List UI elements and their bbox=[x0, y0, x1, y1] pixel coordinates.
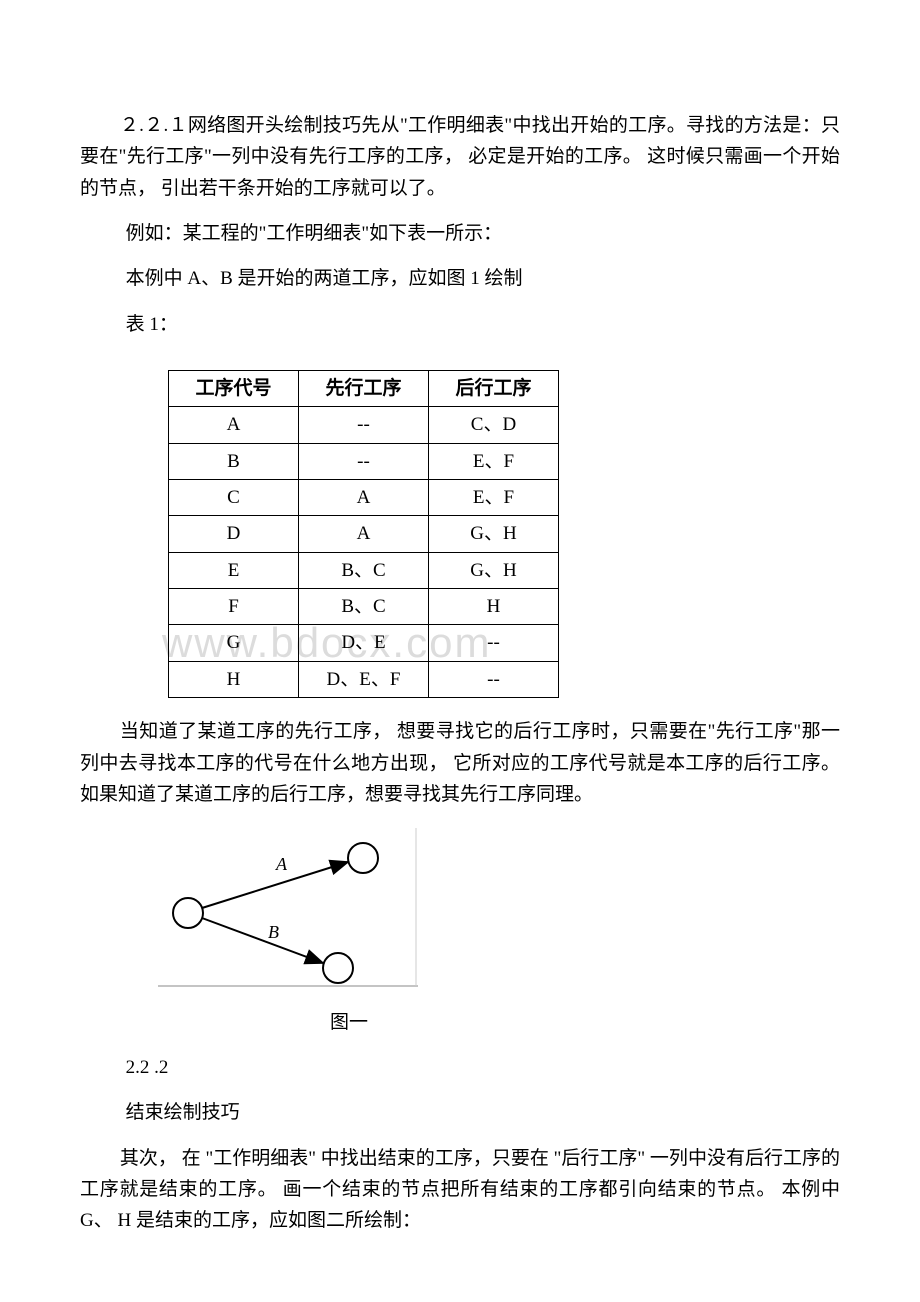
cell: E、F bbox=[429, 480, 559, 516]
table-row: C A E、F bbox=[169, 480, 559, 516]
table-row: H D、E、F -- bbox=[169, 661, 559, 697]
cell: B bbox=[169, 443, 299, 479]
network-diagram-icon: A B bbox=[158, 828, 418, 988]
process-table: 工序代号 先行工序 后行工序 A -- C、D B -- E、F C bbox=[168, 370, 559, 698]
figure-1: A B bbox=[158, 828, 840, 998]
paragraph-6: 2.2 .2 bbox=[80, 1052, 840, 1083]
table-row: A -- C、D bbox=[169, 407, 559, 443]
th-pred: 先行工序 bbox=[299, 371, 429, 407]
table-row: G D、E -- bbox=[169, 625, 559, 661]
cell: G bbox=[169, 625, 299, 661]
cell: D、E、F bbox=[299, 661, 429, 697]
cell: B、C bbox=[299, 552, 429, 588]
cell: -- bbox=[429, 661, 559, 697]
paragraph-4: 表 1： bbox=[80, 309, 840, 340]
cell: E、F bbox=[429, 443, 559, 479]
cell: A bbox=[299, 516, 429, 552]
paragraph-5: 当知道了某道工序的先行工序， 想要寻找它的后行工序时，只需要在"先行工序"那一列… bbox=[80, 716, 840, 810]
cell: A bbox=[299, 480, 429, 516]
cell: E bbox=[169, 552, 299, 588]
cell: B、C bbox=[299, 589, 429, 625]
edge-label-b: B bbox=[268, 922, 279, 942]
cell: C bbox=[169, 480, 299, 516]
cell: F bbox=[169, 589, 299, 625]
th-succ: 后行工序 bbox=[429, 371, 559, 407]
edge-label-a: A bbox=[275, 854, 288, 874]
cell: -- bbox=[299, 407, 429, 443]
table-row: D A G、H bbox=[169, 516, 559, 552]
cell: G、H bbox=[429, 552, 559, 588]
paragraph-3: 本例中 A、B 是开始的两道工序，应如图 1 绘制 bbox=[80, 263, 840, 294]
table-1-wrap: 工序代号 先行工序 后行工序 A -- C、D B -- E、F C bbox=[168, 370, 840, 698]
document-content: ２.２.１网络图开头绘制技巧先从"工作明细表"中找出开始的工序。寻找的方法是：只… bbox=[80, 110, 840, 1237]
cell: H bbox=[169, 661, 299, 697]
table-row: B -- E、F bbox=[169, 443, 559, 479]
paragraph-2: 例如：某工程的"工作明细表"如下表一所示： bbox=[80, 218, 840, 249]
table-row: E B、C G、H bbox=[169, 552, 559, 588]
cell: -- bbox=[429, 625, 559, 661]
figure-1-caption: 图一 bbox=[330, 1007, 840, 1038]
cell: D bbox=[169, 516, 299, 552]
table-row: F B、C H bbox=[169, 589, 559, 625]
th-code: 工序代号 bbox=[169, 371, 299, 407]
cell: C、D bbox=[429, 407, 559, 443]
cell: H bbox=[429, 589, 559, 625]
paragraph-8: 其次， 在 "工作明细表" 中找出结束的工序，只要在 "后行工序" 一列中没有后… bbox=[80, 1143, 840, 1237]
cell: D、E bbox=[299, 625, 429, 661]
cell: A bbox=[169, 407, 299, 443]
table-header-row: 工序代号 先行工序 后行工序 bbox=[169, 371, 559, 407]
cell: G、H bbox=[429, 516, 559, 552]
cell: -- bbox=[299, 443, 429, 479]
paragraph-7: 结束绘制技巧 bbox=[80, 1097, 840, 1128]
paragraph-1: ２.２.１网络图开头绘制技巧先从"工作明细表"中找出开始的工序。寻找的方法是：只… bbox=[80, 110, 840, 204]
